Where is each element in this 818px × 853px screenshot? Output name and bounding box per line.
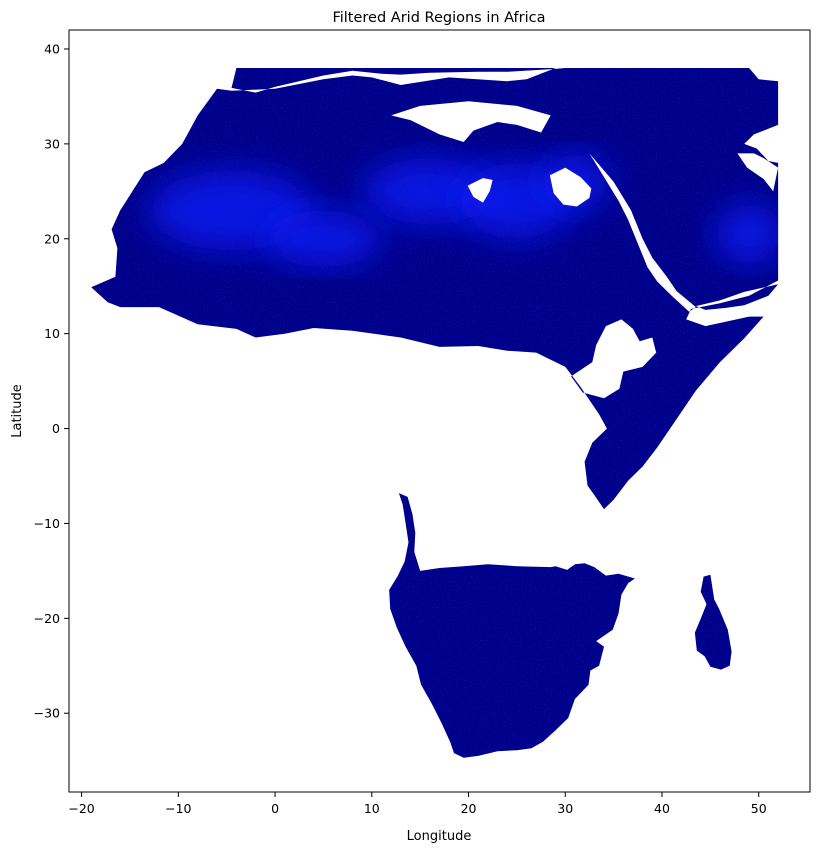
raster-texture xyxy=(69,30,810,792)
x-tick-label: −20 xyxy=(68,801,94,816)
y-axis: 40 30 20 10 0 −10 −20 −30 xyxy=(34,41,69,721)
x-axis: −20 −10 0 10 20 30 40 50 xyxy=(68,792,767,816)
x-tick-label: 10 xyxy=(364,801,380,816)
y-axis-label: Latitude xyxy=(10,384,25,438)
y-tick-label: 20 xyxy=(44,231,60,246)
plot-frame xyxy=(68,29,811,793)
x-tick-label: 0 xyxy=(271,801,279,816)
x-tick-label: 20 xyxy=(461,801,477,816)
y-tick-label: −10 xyxy=(34,516,60,531)
y-tick-label: −30 xyxy=(34,706,60,721)
map-area xyxy=(69,30,810,792)
map-title: Filtered Arid Regions in Africa xyxy=(332,10,545,26)
y-tick-label: −20 xyxy=(34,611,60,626)
x-tick-label: 50 xyxy=(751,801,767,816)
y-tick-label: 10 xyxy=(44,326,60,341)
x-axis-label: Longitude xyxy=(407,829,472,844)
x-tick-label: −10 xyxy=(165,801,191,816)
y-tick-label: 30 xyxy=(44,136,60,151)
y-tick-label: 0 xyxy=(52,421,60,436)
x-tick-label: 30 xyxy=(557,801,573,816)
y-tick-label: 40 xyxy=(44,41,60,56)
x-tick-label: 40 xyxy=(654,801,670,816)
